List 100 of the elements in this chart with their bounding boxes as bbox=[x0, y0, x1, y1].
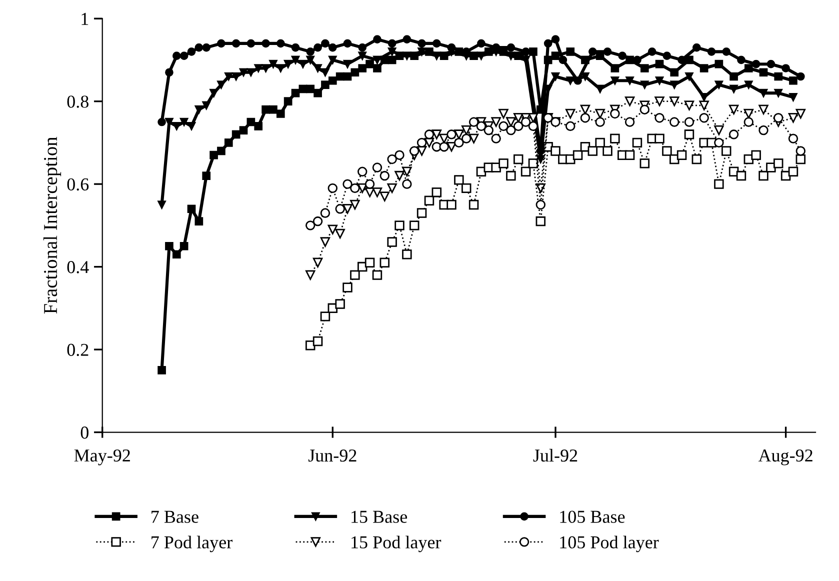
point bbox=[343, 60, 352, 68]
point bbox=[514, 121, 524, 132]
point bbox=[788, 113, 798, 123]
point bbox=[670, 80, 679, 89]
point bbox=[707, 48, 716, 56]
point bbox=[314, 64, 322, 72]
point bbox=[654, 96, 664, 106]
legend-label: 7 Pod layer bbox=[152, 536, 232, 552]
point bbox=[618, 52, 627, 60]
point bbox=[373, 35, 382, 44]
point bbox=[180, 52, 188, 60]
point bbox=[372, 187, 382, 198]
y-tick-label: 0 bbox=[80, 426, 88, 439]
point bbox=[758, 104, 768, 114]
point bbox=[528, 121, 538, 132]
point bbox=[640, 104, 650, 114]
point bbox=[684, 100, 694, 110]
point bbox=[328, 56, 337, 64]
point bbox=[484, 125, 494, 136]
point bbox=[380, 192, 390, 202]
point bbox=[387, 154, 397, 164]
point bbox=[402, 35, 412, 44]
point bbox=[350, 200, 360, 210]
point bbox=[491, 117, 501, 127]
point bbox=[626, 76, 634, 85]
point bbox=[187, 122, 196, 130]
point bbox=[722, 48, 731, 56]
x-tick-label: Jul-92 bbox=[533, 448, 578, 462]
point bbox=[321, 39, 330, 48]
point bbox=[276, 64, 285, 72]
point bbox=[789, 93, 798, 102]
point bbox=[714, 125, 724, 136]
point bbox=[246, 39, 256, 48]
point bbox=[342, 179, 352, 189]
point bbox=[670, 117, 680, 127]
point bbox=[418, 39, 426, 48]
point bbox=[752, 60, 760, 68]
point bbox=[692, 43, 701, 52]
point bbox=[320, 237, 330, 247]
point bbox=[476, 121, 486, 132]
point bbox=[648, 48, 656, 56]
point bbox=[254, 64, 263, 72]
point bbox=[595, 108, 605, 119]
legend-label: 105 Pod layer bbox=[560, 536, 659, 552]
point bbox=[744, 108, 754, 119]
point bbox=[558, 56, 568, 64]
point bbox=[728, 130, 739, 140]
point bbox=[498, 121, 508, 132]
point bbox=[432, 39, 441, 48]
legend-label: 15 Base bbox=[352, 510, 408, 523]
point bbox=[766, 60, 776, 68]
point bbox=[202, 101, 211, 110]
point bbox=[410, 146, 420, 156]
point bbox=[536, 200, 546, 210]
x-tick-label: May-92 bbox=[74, 449, 130, 466]
point bbox=[306, 220, 316, 230]
point bbox=[506, 117, 516, 127]
point bbox=[662, 52, 672, 60]
point bbox=[506, 125, 516, 136]
point bbox=[788, 134, 798, 144]
point bbox=[172, 52, 181, 60]
point bbox=[232, 39, 240, 48]
point bbox=[373, 56, 382, 64]
point bbox=[498, 108, 508, 119]
point bbox=[306, 56, 315, 64]
point bbox=[388, 39, 396, 48]
point bbox=[580, 113, 590, 123]
point bbox=[782, 64, 790, 72]
point bbox=[306, 48, 315, 56]
point bbox=[655, 76, 664, 85]
point bbox=[522, 48, 530, 56]
point bbox=[699, 113, 709, 123]
point bbox=[418, 48, 426, 56]
point bbox=[402, 166, 412, 177]
point bbox=[774, 88, 783, 98]
point bbox=[335, 204, 345, 214]
point bbox=[165, 68, 174, 77]
point bbox=[321, 68, 330, 77]
point bbox=[335, 228, 345, 239]
point bbox=[580, 104, 590, 114]
point bbox=[566, 108, 576, 119]
point bbox=[210, 88, 218, 98]
point bbox=[402, 179, 412, 189]
point bbox=[796, 108, 806, 119]
point bbox=[387, 183, 397, 194]
legend-label: 105 Base bbox=[560, 510, 625, 523]
point bbox=[566, 121, 576, 132]
point bbox=[491, 134, 501, 144]
point bbox=[551, 72, 560, 81]
point bbox=[566, 76, 575, 85]
point bbox=[364, 179, 375, 189]
point bbox=[217, 80, 226, 89]
point bbox=[380, 170, 390, 181]
point bbox=[394, 150, 404, 160]
point bbox=[239, 68, 248, 77]
point bbox=[262, 39, 270, 48]
point bbox=[462, 125, 472, 136]
point bbox=[506, 43, 516, 52]
point bbox=[172, 122, 181, 130]
y-tick-label: 0.2 bbox=[67, 344, 88, 356]
